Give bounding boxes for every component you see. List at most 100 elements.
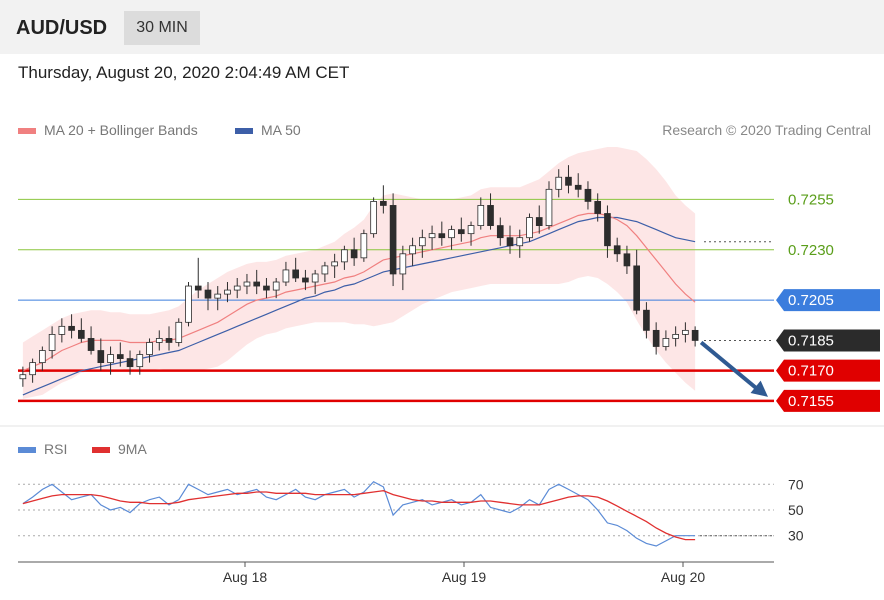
legend-ma50: MA 50 [235,122,301,138]
candle-body [457,229,465,235]
candles-group [19,165,699,387]
candle-body [19,374,27,380]
candle-body [682,329,689,335]
header-bar: AUD/USD 30 MIN [0,0,884,54]
candle-body [185,285,192,323]
candle-body [623,253,631,267]
candle-body [233,285,241,291]
research-credit: Research © 2020 Trading Central [662,122,871,138]
candle-body [409,245,416,255]
candle-body [341,249,348,263]
candle-body [48,334,56,351]
candle-body [380,201,387,206]
candle-body [565,176,572,186]
candle-body [487,205,494,226]
candle-body [29,362,36,376]
rsi-tick-label: 30 [788,528,804,544]
legend-rsi-ma: 9MA [92,441,147,457]
candle-body [535,217,543,226]
level-tag-support [776,389,880,412]
ma50-line [22,216,696,396]
ma20-swatch [18,128,36,135]
rsi-tick-label: 50 [788,502,804,518]
candle-body [604,213,611,247]
level-label-current: 0.7185 [788,332,834,349]
candle-body [516,237,524,247]
candle-body [389,205,397,275]
candle-body [574,184,582,190]
x-tick-label: Aug 20 [661,569,706,585]
candle-body [126,358,134,368]
candle-body [331,261,338,267]
candle-body [555,176,563,190]
candle-body [107,354,114,364]
candle-body [116,354,124,359]
level-tag-current [776,329,880,352]
candle-body [87,338,95,351]
candle-body [214,293,222,299]
candle-body [224,289,231,295]
candle-body [194,285,202,291]
level-tag-support [776,359,880,382]
rsi-ma-swatch [92,447,110,454]
candle-body [506,237,514,247]
x-tick-label: Aug 18 [223,569,268,585]
candle-body [399,253,407,275]
candle-body [243,281,251,287]
candle-body [302,277,309,283]
candle-body [438,233,446,239]
rsi-swatch [18,447,36,454]
candle-body [292,269,299,279]
candle-body [633,265,640,311]
forecast-arrow-shaft [699,340,764,395]
timeframe-button[interactable]: 30 MIN [124,11,200,45]
level-label-resistance: 0.7230 [788,242,834,259]
candle-body [78,329,85,339]
candle-body [360,233,368,259]
level-label-resistance: 0.7255 [788,191,834,208]
rsi-tick-label: 70 [788,476,804,492]
candle-body [165,338,173,343]
bollinger-band [22,147,696,399]
candle-body [136,354,144,368]
legend-ma20: MA 20 + Bollinger Bands [18,122,198,138]
rsi-ma-line [22,490,696,541]
candle-body [448,229,455,239]
ma20-line [22,212,696,372]
candle-body [526,217,533,239]
ma20-label: MA 20 + Bollinger Bands [44,122,198,138]
level-label-pivot: 0.7205 [788,292,834,309]
candle-body [467,225,475,235]
candle-body [253,281,261,287]
candle-body [282,269,290,283]
candle-body [58,325,66,335]
legend-rsi: RSI [18,441,67,457]
candle-body [643,309,650,331]
candle-body [584,188,592,202]
currency-pair-title: AUD/USD [16,17,108,39]
candle-body [594,201,602,214]
candle-body [350,249,358,259]
candle-body [691,329,699,341]
candle-body [419,237,426,247]
candle-body [39,350,46,364]
candle-body [175,321,183,343]
candle-body [613,245,621,255]
ma50-swatch [235,128,253,135]
forecast-arrow-head [750,380,768,397]
candle-body [146,342,153,355]
level-label-support: 0.7155 [788,393,834,410]
level-tag-pivot [776,289,880,312]
ma50-label: MA 50 [261,122,301,138]
candle-body [68,325,75,331]
rsi-ma-label: 9MA [118,441,147,457]
candle-body [662,338,670,347]
candle-body [321,265,329,275]
candle-body [428,233,436,239]
candle-body [263,285,270,291]
level-label-support: 0.7170 [788,363,834,380]
x-tick-label: Aug 19 [442,569,487,585]
candle-body [370,201,377,235]
candle-body [496,225,504,239]
